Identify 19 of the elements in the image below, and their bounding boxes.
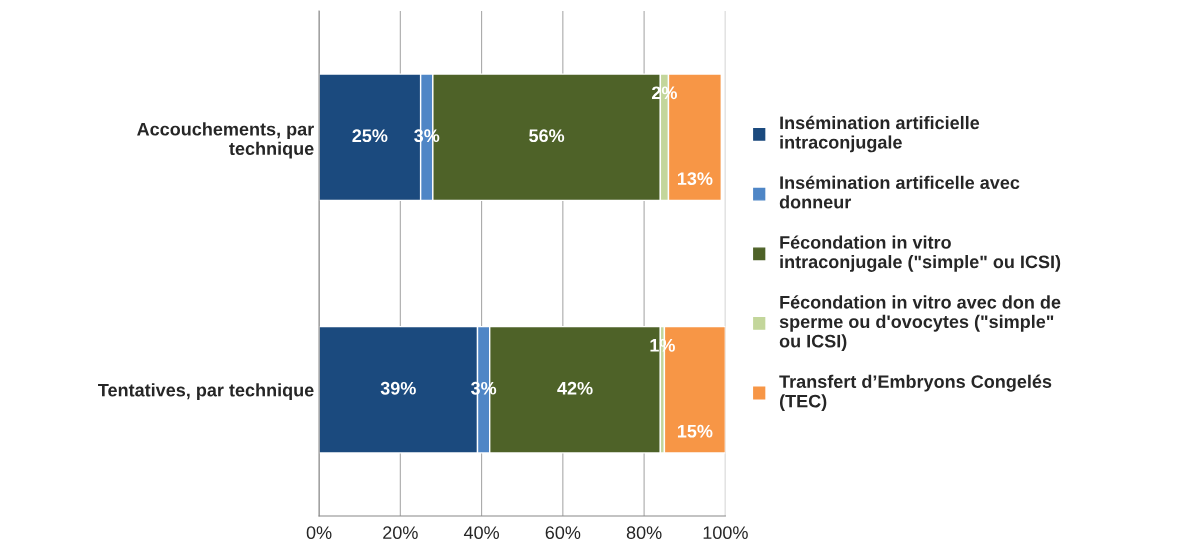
y-tick-label: Accouchements, par technique — [137, 122, 314, 159]
data-label: 25% — [352, 129, 388, 143]
x-tick-label: 80% — [626, 526, 662, 540]
legend-label: Insémination artificielle intraconjugale — [780, 115, 980, 153]
legend-label: Insémination artificelle avec donneur — [779, 175, 1020, 209]
data-label: 56% — [529, 129, 565, 143]
x-tick-label: 100% — [703, 526, 748, 540]
x-tick-label: 40% — [463, 526, 500, 540]
legend-label: Fécondation in vitro intraconjugale ("simple" ou ICSI) — [780, 235, 1061, 272]
data-label: 15% — [677, 424, 713, 438]
x-tick-label: 20% — [383, 526, 418, 540]
data-label: 39% — [380, 381, 416, 395]
x-tick-label: 60% — [545, 526, 581, 540]
legend-label: Fécondation in vitro avec don de sperme ou d'ovocytes ("simple" ou ICSI) — [779, 295, 1061, 352]
data-label: 13% — [677, 172, 713, 186]
data-label: 42% — [557, 381, 593, 395]
legend-label: Transfert d’Embryons Congelés (TEC) — [779, 374, 1052, 412]
y-tick-label: Tentatives, par technique — [98, 383, 314, 401]
x-tick-label: 0% — [306, 526, 332, 540]
